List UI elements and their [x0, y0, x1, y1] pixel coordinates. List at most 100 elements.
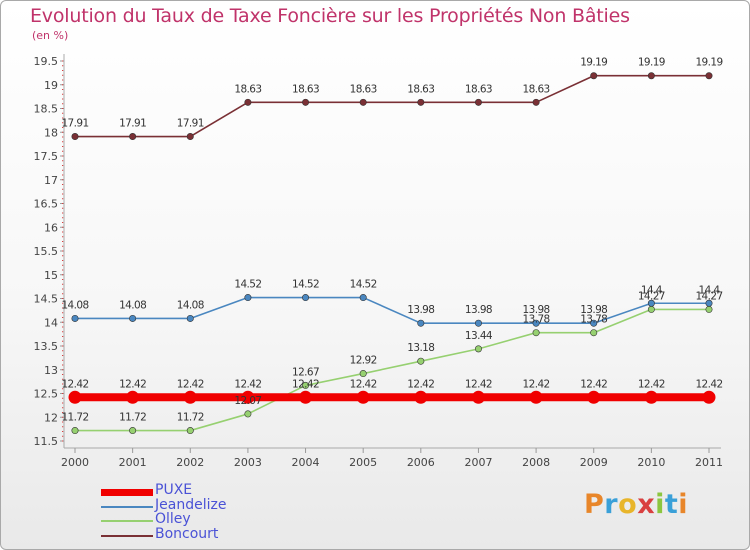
y-tick-label: 17.5: [34, 150, 59, 163]
data-label: 13.78: [580, 314, 607, 326]
data-point: [647, 72, 655, 80]
y-minor-tick: [62, 155, 64, 157]
y-minor-tick: [62, 440, 64, 442]
data-point: [587, 390, 601, 404]
data-point: [705, 299, 713, 307]
x-tick-label: 2006: [407, 456, 435, 469]
y-minor-tick: [62, 127, 64, 128]
legend-label: Boncourt: [155, 525, 219, 542]
y-minor-tick: [62, 269, 64, 271]
y-minor-tick: [62, 236, 64, 238]
y-minor-tick: [62, 298, 64, 299]
data-point: [705, 72, 713, 80]
y-tick-label: 18: [44, 126, 58, 139]
y-tick-label: 13.5: [34, 340, 59, 353]
y-minor-tick: [62, 312, 64, 314]
page-title: Evolution du Taux de Taxe Foncière sur l…: [30, 5, 630, 27]
legend-label: PUXE: [155, 482, 193, 498]
y-minor-tick: [62, 397, 64, 399]
data-label: 14.4: [699, 284, 721, 296]
logo-letter: i: [655, 489, 665, 520]
y-minor-tick: [62, 179, 64, 181]
x-tick-label: 2003: [234, 456, 262, 469]
data-label: 11.72: [177, 412, 204, 424]
y-minor-tick: [62, 435, 64, 437]
data-point: [647, 299, 655, 307]
y-minor-tick: [62, 250, 64, 252]
y-minor-tick: [62, 79, 64, 81]
y-tick-label: 16.5: [34, 198, 59, 211]
y-minor-tick: [62, 160, 64, 162]
unit-label: (en %): [32, 29, 69, 42]
data-point: [129, 314, 137, 322]
y-minor-tick: [62, 84, 64, 86]
data-label: 12.42: [234, 378, 261, 390]
data-point: [590, 329, 598, 337]
data-point: [644, 390, 658, 404]
y-minor-tick: [62, 169, 64, 171]
y-minor-tick: [62, 212, 64, 214]
data-point: [356, 390, 370, 404]
y-minor-tick: [62, 136, 64, 138]
y-minor-tick: [62, 217, 64, 219]
y-minor-tick: [62, 359, 64, 361]
data-label: 12.42: [638, 378, 665, 390]
data-point: [244, 98, 252, 106]
y-minor-tick: [62, 108, 64, 109]
data-point: [302, 98, 310, 106]
series-line: [75, 74, 709, 138]
series-puxe: [68, 390, 716, 404]
data-label: 14.08: [177, 299, 204, 311]
y-minor-tick: [62, 245, 64, 247]
data-label: 17.91: [61, 118, 88, 130]
data-label: 12.42: [580, 378, 607, 390]
y-minor-tick: [62, 222, 64, 223]
data-label: 12.92: [350, 355, 377, 367]
x-tick-label: 2008: [522, 456, 550, 469]
data-point: [414, 390, 428, 404]
y-minor-tick: [62, 274, 64, 276]
logo-letter: P: [584, 489, 605, 520]
y-tick-label: 12.5: [34, 388, 59, 401]
data-point: [532, 98, 540, 106]
data-label: 12.42: [292, 378, 319, 390]
y-minor-tick: [62, 207, 64, 209]
y-minor-tick: [62, 378, 64, 380]
y-minor-tick: [62, 355, 64, 356]
data-label: 14.52: [292, 279, 319, 291]
legend-swatch: [101, 534, 153, 537]
data-label: 12.42: [407, 378, 434, 390]
y-minor-tick: [62, 412, 64, 413]
data-label: 11.72: [119, 412, 146, 424]
data-label: 14.08: [61, 299, 88, 311]
y-minor-tick: [62, 122, 64, 124]
y-minor-tick: [62, 65, 64, 67]
x-tick-label: 2004: [292, 456, 320, 469]
y-minor-tick: [62, 340, 64, 342]
data-point: [590, 319, 598, 327]
data-point: [299, 390, 313, 404]
data-label: 18.63: [407, 83, 434, 95]
data-point: [68, 390, 82, 404]
y-minor-tick: [62, 321, 64, 323]
data-label: 11.72: [61, 412, 88, 424]
data-label: 19.19: [695, 57, 722, 69]
y-tick-label: 16: [44, 221, 58, 234]
y-minor-tick: [62, 336, 64, 337]
y-minor-tick: [62, 293, 64, 295]
data-label: 12.42: [350, 378, 377, 390]
y-minor-tick: [62, 264, 64, 266]
x-tick-label: 2009: [580, 456, 608, 469]
proxiti-logo: Proxiti: [584, 489, 688, 520]
data-point: [474, 345, 482, 353]
data-point: [126, 390, 140, 404]
data-point: [186, 427, 194, 435]
data-point: [474, 319, 482, 327]
data-point: [71, 427, 79, 435]
data-label: 17.91: [177, 118, 204, 130]
data-point: [417, 357, 425, 365]
y-minor-tick: [62, 307, 64, 309]
axes: [63, 54, 721, 449]
y-minor-tick: [62, 288, 64, 290]
